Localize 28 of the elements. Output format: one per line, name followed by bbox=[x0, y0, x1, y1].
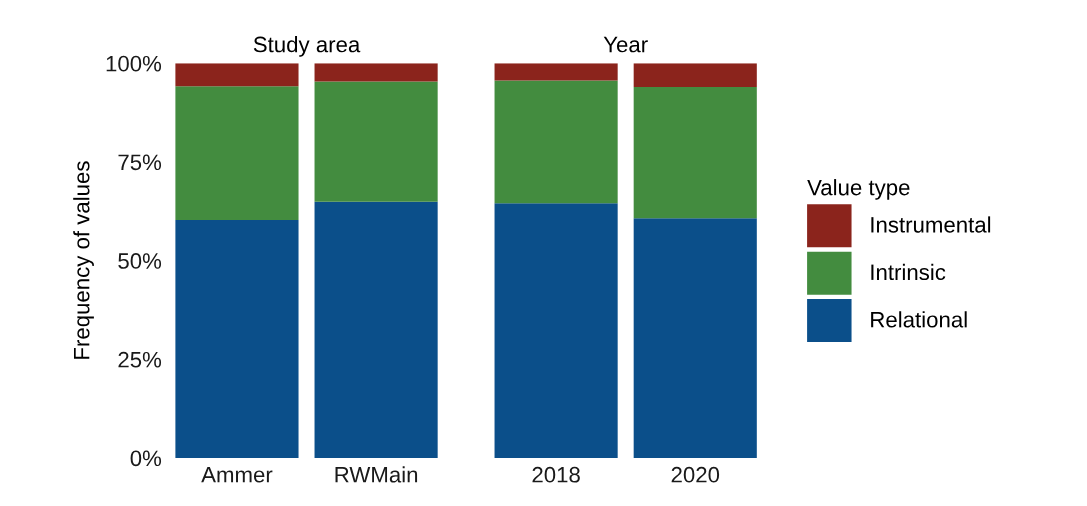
y-tick-label: 0% bbox=[130, 450, 162, 467]
bar bbox=[314, 201, 438, 458]
legend-label: Relational bbox=[871, 311, 967, 328]
bar bbox=[175, 219, 299, 458]
chart-title: Study area bbox=[253, 36, 361, 57]
y-tick-label: 25% bbox=[118, 351, 162, 368]
bar bbox=[314, 81, 438, 202]
x-tick-label: 2020 bbox=[671, 466, 720, 483]
x-tick-label: Ammer bbox=[201, 467, 273, 483]
chart-title: Year bbox=[603, 36, 648, 53]
y-tick-label: 100% bbox=[106, 55, 162, 72]
bar bbox=[314, 63, 438, 82]
bar bbox=[175, 63, 299, 87]
y-tick-label: 50% bbox=[118, 253, 162, 269]
bar bbox=[494, 63, 618, 81]
x-tick-label: RWMain bbox=[335, 466, 418, 483]
bar bbox=[633, 218, 757, 458]
x-tick-label: 2018 bbox=[532, 466, 580, 483]
y-tick-label: 75% bbox=[118, 154, 162, 171]
y-axis-title: Frequency of values bbox=[73, 161, 94, 359]
bar bbox=[494, 203, 618, 458]
bar bbox=[633, 63, 757, 87]
bar bbox=[175, 86, 299, 220]
legend-title: Value type bbox=[807, 179, 910, 200]
bar bbox=[494, 80, 618, 204]
legend-label: Intrinsic bbox=[871, 263, 946, 281]
bar bbox=[633, 86, 757, 219]
legend-label: Instrumental bbox=[871, 216, 991, 233]
